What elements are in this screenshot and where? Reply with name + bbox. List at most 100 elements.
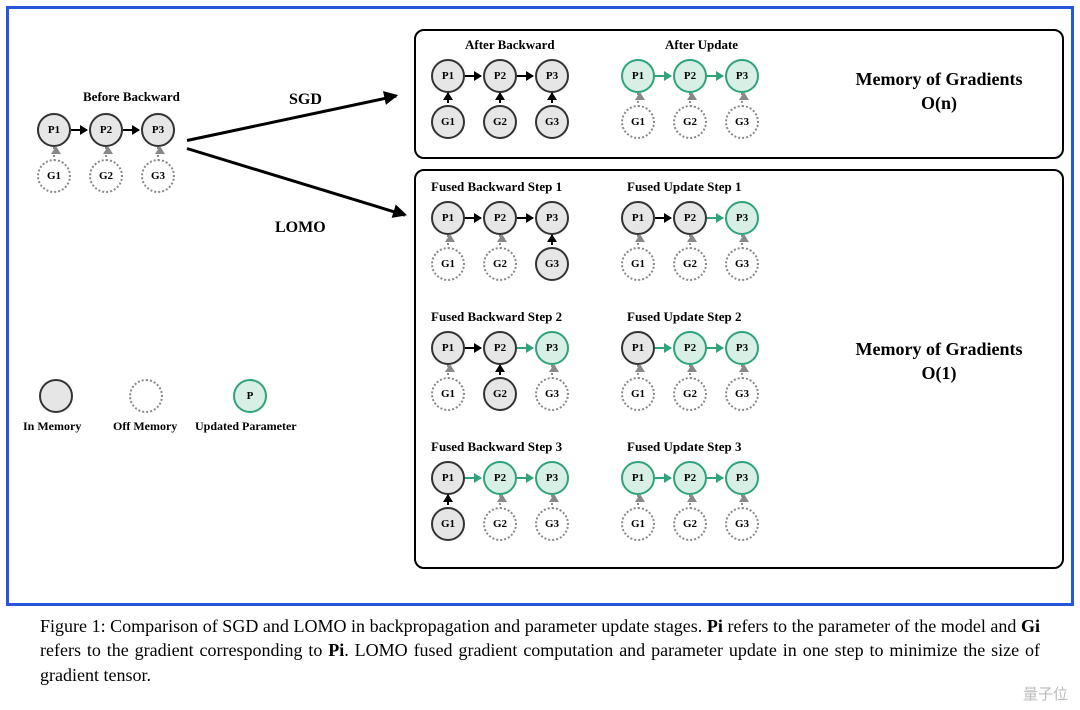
l1u-g1: G1: [621, 247, 655, 281]
l2b-p2: P2: [483, 331, 517, 365]
legend-updated: Updated Parameter: [195, 419, 297, 434]
l1u-p2: P2: [673, 201, 707, 235]
sgd-after-backward: After Backward: [465, 37, 555, 53]
caption-a: Comparison of SGD and LOMO in backpropag…: [106, 616, 707, 636]
sgd-label: SGD: [289, 91, 322, 109]
l3b-p1: P1: [431, 461, 465, 495]
l3u-p3: P3: [725, 461, 759, 495]
lomo-mem-line2: O(1): [829, 363, 1049, 384]
l3u-g3: G3: [725, 507, 759, 541]
sgd-au-g1: G1: [621, 105, 655, 139]
l2b-g1: G1: [431, 377, 465, 411]
l2u-p1: P1: [621, 331, 655, 365]
before-g1: G1: [37, 159, 71, 193]
before-p1: P1: [37, 113, 71, 147]
l1b-p2: P2: [483, 201, 517, 235]
lomo-fb1: Fused Backward Step 1: [431, 179, 562, 195]
before-g3: G3: [141, 159, 175, 193]
l3b-p3: P3: [535, 461, 569, 495]
l2u-g1: G1: [621, 377, 655, 411]
l3u-p1: P1: [621, 461, 655, 495]
sgd-ab-p2: P2: [483, 59, 517, 93]
sgd-au-a1: [655, 75, 671, 77]
legend-off-memory: Off Memory: [113, 419, 177, 434]
l1u-g3: G3: [725, 247, 759, 281]
legend-in-memory-icon: [39, 379, 73, 413]
caption-c: refers to the gradient corresponding to: [40, 640, 328, 660]
l1b-p3: P3: [535, 201, 569, 235]
sgd-au-p2: P2: [673, 59, 707, 93]
l3u-g1: G1: [621, 507, 655, 541]
caption-gi: Gi: [1021, 616, 1040, 636]
l1b-p1: P1: [431, 201, 465, 235]
sgd-ab-a2: [517, 75, 533, 77]
sgd-ab-g3: G3: [535, 105, 569, 139]
sgd-mem-line1: Memory of Gradients: [829, 69, 1049, 90]
sgd-au-v2: [689, 93, 691, 103]
lomo-fb3: Fused Backward Step 3: [431, 439, 562, 455]
sgd-ab-p3: P3: [535, 59, 569, 93]
sgd-au-p1: P1: [621, 59, 655, 93]
sgd-mem-line2: O(n): [829, 93, 1049, 114]
l1b-g2: G2: [483, 247, 517, 281]
sgd-ab-v1: [447, 93, 449, 103]
lomo-fb2: Fused Backward Step 2: [431, 309, 562, 325]
caption-fig: Figure 1:: [40, 616, 106, 636]
sgd-au-v3: [741, 93, 743, 103]
figure-caption: Figure 1: Comparison of SGD and LOMO in …: [40, 614, 1040, 687]
caption-pi: Pi: [707, 616, 723, 636]
arrow-g1-p1: [53, 147, 55, 157]
l2b-p1: P1: [431, 331, 465, 365]
sgd-au-v1: [637, 93, 639, 103]
sgd-ab-g1: G1: [431, 105, 465, 139]
l3b-g3: G3: [535, 507, 569, 541]
legend-off-memory-icon: [129, 379, 163, 413]
lomo-fu2: Fused Update Step 2: [627, 309, 742, 325]
caption-b: refers to the parameter of the model and: [723, 616, 1021, 636]
arrow-to-lomo: [187, 147, 406, 217]
l3b-g1: G1: [431, 507, 465, 541]
before-title: Before Backward: [83, 89, 180, 105]
l1u-g2: G2: [673, 247, 707, 281]
l3u-g2: G2: [673, 507, 707, 541]
sgd-ab-a1: [465, 75, 481, 77]
sgd-au-g2: G2: [673, 105, 707, 139]
before-g2: G2: [89, 159, 123, 193]
sgd-ab-v3: [551, 93, 553, 103]
lomo-label: LOMO: [275, 219, 326, 237]
l2b-g2: G2: [483, 377, 517, 411]
arrow-p1-p2: [71, 129, 87, 131]
l2u-p3: P3: [725, 331, 759, 365]
l2u-g2: G2: [673, 377, 707, 411]
l1u-p1: P1: [621, 201, 655, 235]
watermark: 量子位: [1023, 683, 1068, 704]
sgd-after-update: After Update: [665, 37, 738, 53]
sgd-au-a2: [707, 75, 723, 77]
before-p2: P2: [89, 113, 123, 147]
sgd-au-g3: G3: [725, 105, 759, 139]
sgd-ab-g2: G2: [483, 105, 517, 139]
l2b-g3: G3: [535, 377, 569, 411]
lomo-mem-line1: Memory of Gradients: [829, 339, 1049, 360]
sgd-ab-p1: P1: [431, 59, 465, 93]
l2u-p2: P2: [673, 331, 707, 365]
before-p3: P3: [141, 113, 175, 147]
caption-pi2: Pi: [328, 640, 344, 660]
l2b-p3: P3: [535, 331, 569, 365]
sgd-au-p3: P3: [725, 59, 759, 93]
outer-frame: Before Backward P1 P2 P3 G1 G2 G3 SGD LO…: [6, 6, 1074, 606]
lomo-fu3: Fused Update Step 3: [627, 439, 742, 455]
l3u-p2: P2: [673, 461, 707, 495]
lomo-fu1: Fused Update Step 1: [627, 179, 742, 195]
l3b-p2: P2: [483, 461, 517, 495]
l2u-g3: G3: [725, 377, 759, 411]
arrow-g3-p3: [157, 147, 159, 157]
l1b-g3: G3: [535, 247, 569, 281]
arrow-g2-p2: [105, 147, 107, 157]
l1u-p3: P3: [725, 201, 759, 235]
legend-updated-icon: P: [233, 379, 267, 413]
l1b-g1: G1: [431, 247, 465, 281]
legend-in-memory: In Memory: [23, 419, 81, 434]
arrow-p2-p3: [123, 129, 139, 131]
sgd-ab-v2: [499, 93, 501, 103]
